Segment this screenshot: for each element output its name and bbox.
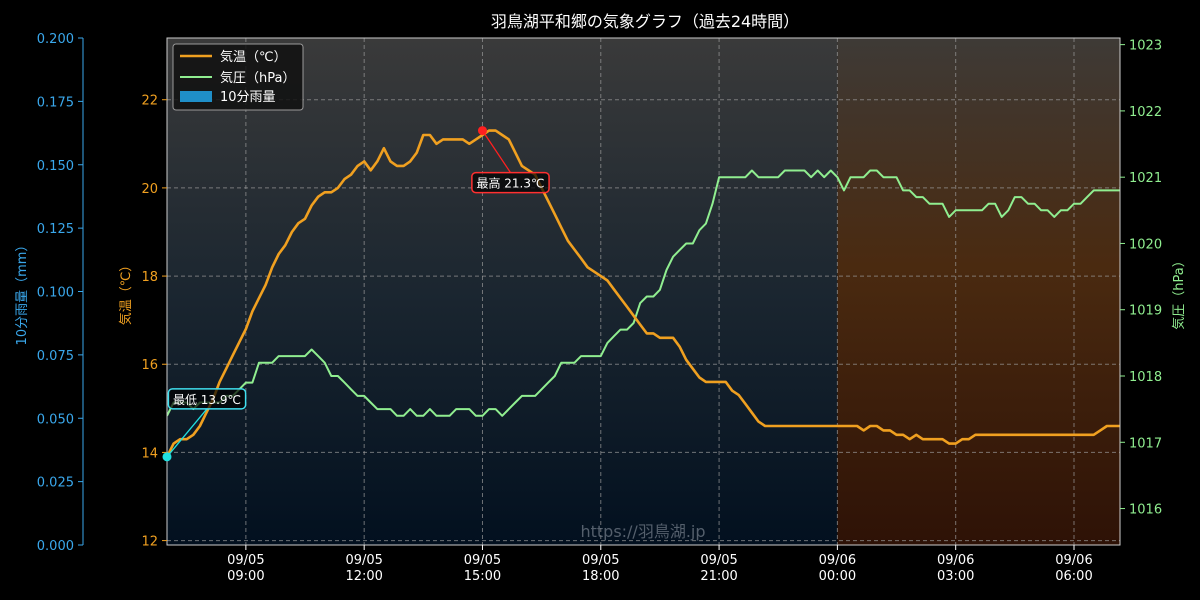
rain-tick-label: 0.025	[37, 476, 74, 491]
time-tick-date: 09/06	[937, 553, 974, 568]
pressure-tick-label: 1019	[1129, 304, 1162, 319]
time-tick-time: 21:00	[700, 569, 737, 584]
pressure-axis: 1016 1017 1018 1019 1020 1021 1022 1023	[1120, 39, 1162, 518]
temperature-tick-label: 14	[141, 446, 158, 461]
temperature-axis-label: 気温（℃）	[118, 259, 134, 326]
day-background	[167, 38, 838, 545]
pressure-tick-label: 1023	[1129, 39, 1162, 54]
temperature-tick-label: 16	[141, 358, 158, 373]
annotation-label: 最低 13.9℃	[173, 393, 241, 407]
annotation-label: 最高 21.3℃	[476, 176, 544, 191]
rain-axis-label: 10分雨量（mm）	[15, 239, 30, 346]
time-tick-time: 09:00	[227, 569, 264, 584]
rain-tick-label: 0.075	[37, 349, 74, 364]
temperature-tick-label: 20	[141, 182, 158, 197]
rain-tick-label: 0.100	[37, 286, 74, 301]
annotation-marker	[477, 126, 487, 136]
rain-tick-label: 0.050	[37, 412, 74, 427]
annotation-arrow	[166, 408, 208, 458]
legend-label-temperature: 気温（℃）	[220, 49, 287, 65]
pressure-tick-label: 1018	[1129, 370, 1162, 385]
plot-frame	[166, 37, 1121, 546]
pressure-axis-label: 気圧（hPa）	[1171, 254, 1187, 329]
time-tick-date: 09/06	[819, 553, 856, 568]
legend-swatch-rain	[180, 91, 212, 102]
time-tick-date: 09/05	[582, 553, 619, 568]
temperature-tick-label: 22	[141, 94, 158, 109]
time-tick-date: 09/05	[700, 553, 737, 568]
rain-tick-label: 0.175	[37, 95, 74, 110]
pressure-tick-label: 1020	[1129, 237, 1162, 252]
rain-tick-label: 0.200	[37, 32, 74, 47]
time-tick-time: 18:00	[582, 569, 619, 584]
annotation-arrow	[481, 130, 512, 173]
time-axis: 09/0509:0009/0512:0009/0515:0009/0518:00…	[227, 545, 1093, 584]
rain-axis: 0.000 0.025 0.050 0.075 0.100 0.125 0.150 0.175…	[37, 32, 84, 554]
time-tick-date: 09/06	[1055, 553, 1092, 568]
annotation-box	[471, 171, 550, 194]
chart-title: 羽鳥湖平和郷の気象グラフ（過去24時間）	[491, 12, 799, 31]
temperature-axis: 12 14 16 18 20 22	[141, 94, 167, 550]
time-tick-time: 12:00	[345, 569, 382, 584]
legend: 気温（℃） 気圧（hPa） 10分雨量	[172, 43, 304, 111]
pressure-tick-label: 1017	[1129, 436, 1162, 451]
temperature-tick-label: 18	[141, 270, 158, 285]
watermark-text: https://羽鳥湖.jp	[580, 522, 705, 541]
pressure-tick-label: 1022	[1129, 105, 1162, 120]
series-line-pressure	[167, 169, 1120, 417]
grid-lines	[167, 38, 1120, 545]
annotations: 最高 21.3℃ 最低 13.9℃	[162, 126, 550, 462]
temperature-tick-label: 12	[141, 535, 158, 550]
time-tick-time: 06:00	[1055, 569, 1092, 584]
legend-label-pressure: 気圧（hPa）	[220, 70, 295, 86]
time-tick-date: 09/05	[464, 553, 501, 568]
time-tick-date: 09/05	[345, 553, 382, 568]
time-tick-time: 03:00	[937, 569, 974, 584]
rain-tick-label: 0.150	[37, 159, 74, 174]
annotation-box	[167, 388, 247, 410]
time-tick-date: 09/05	[227, 553, 264, 568]
legend-label-rain: 10分雨量	[220, 90, 276, 105]
rain-tick-label: 0.000	[37, 539, 74, 554]
night-background	[837, 38, 1120, 545]
time-tick-time: 15:00	[464, 569, 501, 584]
pressure-tick-label: 1021	[1129, 171, 1162, 186]
rain-tick-label: 0.125	[37, 222, 74, 237]
pressure-tick-label: 1016	[1129, 503, 1162, 518]
series-line-temperature	[167, 129, 1120, 458]
time-tick-time: 00:00	[819, 569, 856, 584]
annotation-marker	[162, 452, 172, 462]
